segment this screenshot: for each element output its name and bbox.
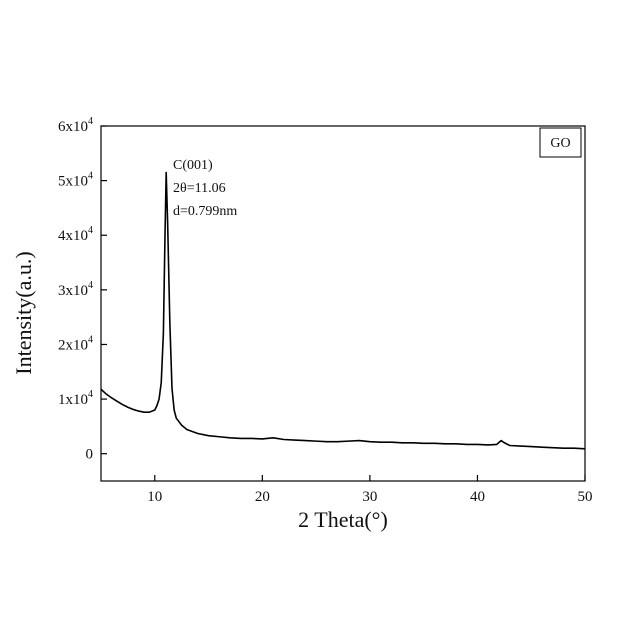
y-tick-mantissa: 0 xyxy=(86,447,94,463)
y-tick-label: 1x104 xyxy=(58,389,93,408)
legend-box xyxy=(539,127,582,158)
y-tick-mantissa: 3x10 xyxy=(58,283,88,299)
legend: GO xyxy=(539,127,582,158)
x-tick-label: 10 xyxy=(147,489,162,505)
y-tick-mantissa: 2x10 xyxy=(58,337,88,353)
x-tick-label: 20 xyxy=(255,489,270,505)
y-tick-label: 0 xyxy=(86,447,94,463)
y-tick-label: 3x104 xyxy=(58,280,93,299)
x-tick-label: 30 xyxy=(362,489,377,505)
annotation-peak-dspacing: d=0.799nm xyxy=(173,204,237,219)
y-tick-label: 6x104 xyxy=(58,116,93,135)
y-tick-exponent: 4 xyxy=(88,116,93,127)
x-tick-label: 40 xyxy=(470,489,485,505)
x-axis-title: 2 Theta(°) xyxy=(298,507,388,532)
y-tick-mantissa: 6x10 xyxy=(58,119,88,135)
y-tick-mantissa: 4x10 xyxy=(58,228,88,244)
peak-annotation: C(001) 2θ=11.06 d=0.799nm xyxy=(173,158,237,219)
y-tick-mantissa: 5x10 xyxy=(58,174,88,190)
y-tick-exponent: 4 xyxy=(88,280,93,291)
annotation-peak-label: C(001) xyxy=(173,158,213,173)
annotation-peak-angle: 2θ=11.06 xyxy=(173,181,226,196)
legend-entry-go: GO xyxy=(550,136,570,151)
y-tick-label: 5x104 xyxy=(58,171,93,190)
y-tick-exponent: 4 xyxy=(88,171,93,182)
series-line-go xyxy=(100,171,586,450)
y-tick-exponent: 4 xyxy=(88,225,93,236)
y-tick-label: 4x104 xyxy=(58,225,93,244)
y-tick-exponent: 4 xyxy=(88,389,93,400)
y-tick-exponent: 4 xyxy=(88,334,93,345)
x-axis-ticks: 10 20 30 40 50 xyxy=(147,475,593,505)
y-tick-label: 2x104 xyxy=(58,334,93,353)
y-axis-title: Intensity(a.u.) xyxy=(11,251,36,374)
x-tick-label: 50 xyxy=(578,489,593,505)
y-tick-mantissa: 1x10 xyxy=(58,392,88,408)
plot-frame xyxy=(100,125,586,482)
